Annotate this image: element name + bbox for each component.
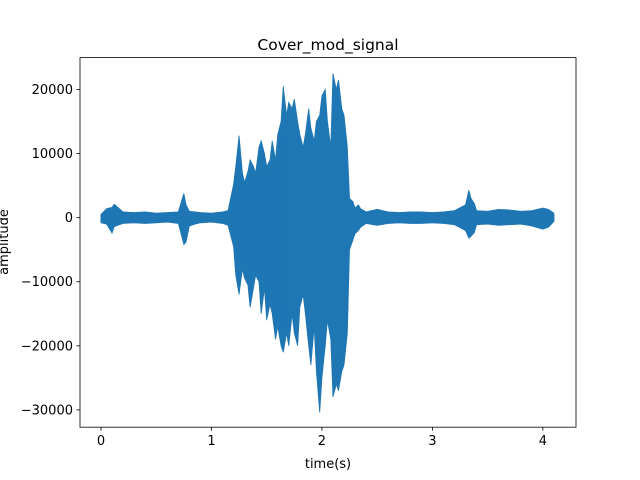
y-tick-label: 10000 (32, 147, 73, 162)
x-tick-label: 4 (539, 434, 547, 449)
y-tick-label: −30000 (21, 403, 73, 418)
signal-spikes (100, 79, 555, 400)
chart-title: Cover_mod_signal (257, 36, 398, 55)
y-tick-label: 20000 (32, 83, 73, 98)
x-axis-label: time(s) (305, 457, 351, 472)
x-tick-label: 2 (318, 434, 326, 449)
y-tick-label: 0 (65, 211, 73, 226)
y-axis-label: amplitude (0, 209, 12, 275)
axes-frame (79, 57, 577, 428)
x-tick-label: 1 (207, 434, 215, 449)
x-tick-label: 0 (97, 434, 105, 449)
y-tick-label: −20000 (21, 339, 73, 354)
x-axis: 0 1 2 3 4 (97, 427, 547, 449)
y-axis: −30000 −20000 −10000 0 10000 20000 (21, 83, 80, 418)
x-tick-label: 3 (428, 434, 436, 449)
plot-area (100, 73, 555, 413)
y-tick-label: −10000 (21, 275, 73, 290)
